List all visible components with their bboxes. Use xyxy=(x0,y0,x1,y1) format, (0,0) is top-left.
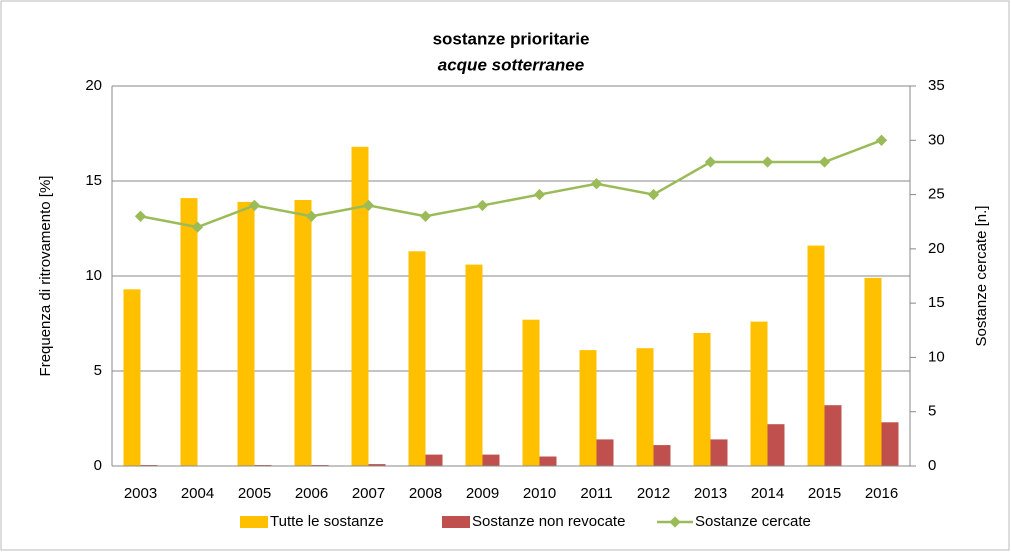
bar xyxy=(750,321,768,466)
bar xyxy=(180,198,198,466)
y-tick-label: 20 xyxy=(85,77,102,94)
bar xyxy=(881,422,899,466)
y-tick-label: 5 xyxy=(94,362,102,379)
bar xyxy=(425,454,443,466)
bar xyxy=(294,200,312,466)
bar xyxy=(368,464,386,466)
x-tick-label: 2005 xyxy=(238,485,271,502)
x-tick-label: 2013 xyxy=(694,485,727,502)
line-marker xyxy=(875,134,888,146)
bar xyxy=(710,439,728,466)
bar xyxy=(123,289,141,466)
legend-swatch xyxy=(669,516,681,528)
bar xyxy=(653,445,671,466)
x-tick-label: 2010 xyxy=(523,485,556,502)
x-tick-label: 2011 xyxy=(580,485,612,502)
line-marker xyxy=(134,210,147,222)
y2-tick-label: 20 xyxy=(928,240,945,257)
y2-tick-label: 15 xyxy=(928,294,945,311)
x-tick-label: 2014 xyxy=(751,485,784,502)
x-tick-label: 2003 xyxy=(124,485,157,502)
bar xyxy=(767,424,785,466)
x-tick-label: 2012 xyxy=(637,485,670,502)
legend-label: Tutte le sostanze xyxy=(270,513,384,530)
x-tick-label: 2009 xyxy=(466,485,499,502)
y2-tick-label: 0 xyxy=(928,457,936,474)
y-axis-label: Frequenza di ritrovamento [%] xyxy=(37,176,54,377)
bar xyxy=(351,146,369,467)
bar xyxy=(596,439,614,466)
y-tick-label: 15 xyxy=(85,172,102,189)
y2-tick-label: 10 xyxy=(928,348,945,365)
y2-tick-label: 30 xyxy=(928,131,945,148)
x-tick-label: 2007 xyxy=(352,485,385,502)
x-tick-label: 2015 xyxy=(808,485,841,502)
y2-axis-label: Sostanze cercate [n.] xyxy=(973,206,990,347)
x-tick-label: 2016 xyxy=(865,485,898,502)
bar xyxy=(408,251,426,466)
line-marker xyxy=(248,199,261,212)
line-marker xyxy=(761,156,774,168)
chart-subtitle: acque sotterranee xyxy=(438,55,584,74)
bar xyxy=(539,456,557,466)
line xyxy=(140,139,882,229)
bar xyxy=(237,201,255,466)
x-tick-label: 2004 xyxy=(181,485,214,502)
line-marker xyxy=(704,156,717,168)
bar xyxy=(824,405,842,466)
legend-label: Sostanze cercate xyxy=(695,513,811,530)
bar xyxy=(522,319,540,466)
legend-swatch xyxy=(442,516,470,528)
legend-swatch xyxy=(240,516,268,528)
x-tick-label: 2006 xyxy=(295,485,328,502)
line-marker xyxy=(590,178,603,190)
line-marker xyxy=(305,210,318,222)
y2-tick-label: 35 xyxy=(928,77,945,94)
x-tick-label: 2008 xyxy=(409,485,442,502)
bar xyxy=(864,277,882,466)
line-marker xyxy=(476,199,489,212)
line-marker xyxy=(362,199,375,212)
line-marker xyxy=(647,188,660,201)
y2-tick-label: 5 xyxy=(928,403,936,420)
bar xyxy=(579,350,597,466)
chart-title: sostanze prioritarie xyxy=(433,29,590,48)
y2-tick-label: 25 xyxy=(928,186,945,203)
line-marker xyxy=(818,156,831,168)
bar xyxy=(807,245,825,466)
bar xyxy=(482,454,500,466)
line-marker xyxy=(533,188,546,201)
line-marker xyxy=(419,210,432,222)
line-marker xyxy=(191,221,204,233)
bar xyxy=(636,348,654,466)
bar xyxy=(465,264,483,466)
bar xyxy=(693,333,711,466)
y-tick-label: 0 xyxy=(94,457,102,474)
legend-label: Sostanze non revocate xyxy=(472,513,625,530)
y-tick-label: 10 xyxy=(85,267,102,284)
